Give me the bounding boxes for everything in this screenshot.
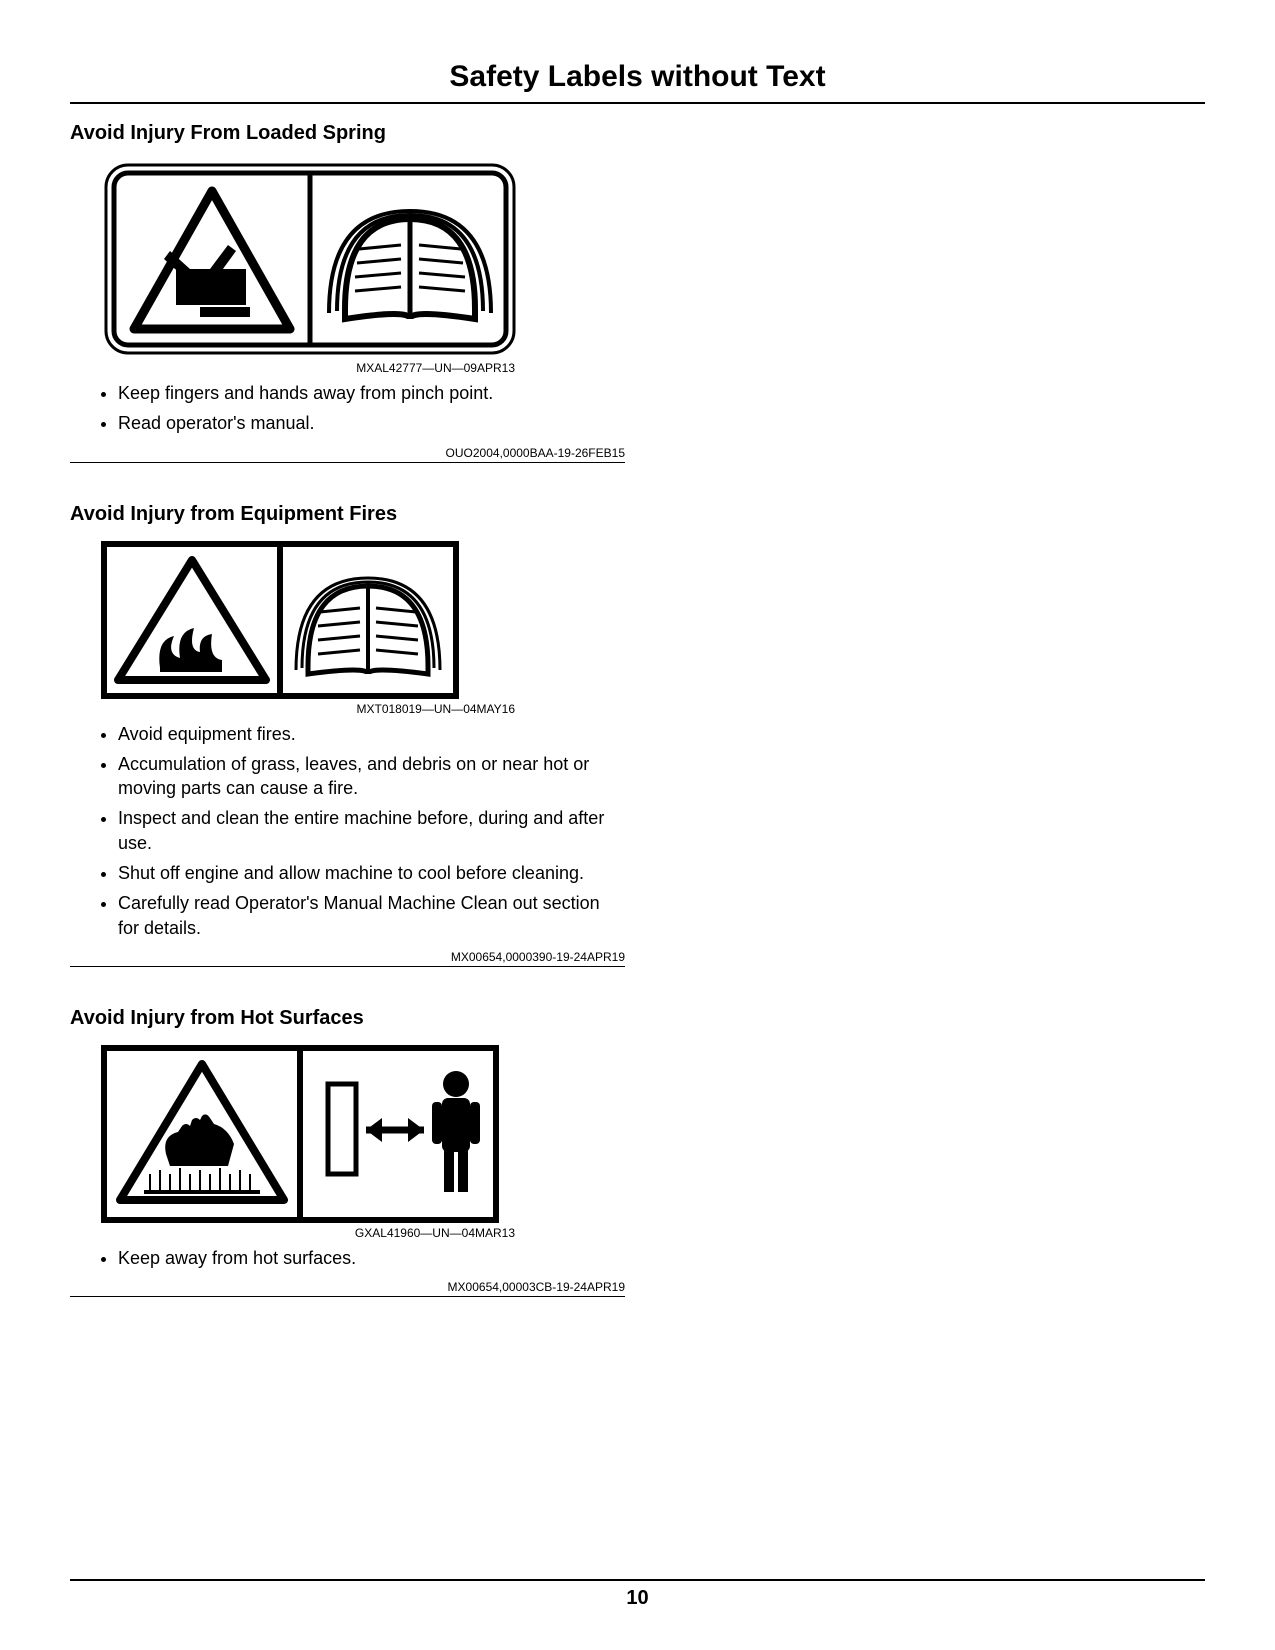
hot-surface-label-icon — [100, 1044, 500, 1224]
ref-code-fires: MX00654,0000390-19-24APR19 — [70, 950, 625, 964]
safety-label-fires — [100, 540, 625, 700]
section-rule — [70, 966, 625, 967]
section-heading-spring: Avoid Injury From Loaded Spring — [70, 122, 625, 145]
list-item: Read operator's manual. — [118, 411, 625, 435]
list-item: Avoid equipment fires. — [118, 722, 625, 746]
list-item: Keep fingers and hands away from pinch p… — [118, 381, 625, 405]
section-rule — [70, 1296, 625, 1297]
footer-rule — [70, 1579, 1205, 1581]
list-item: Inspect and clean the entire machine bef… — [118, 806, 625, 855]
list-item: Carefully read Operator's Manual Machine… — [118, 891, 625, 940]
bullet-list-hot: Keep away from hot surfaces. — [70, 1246, 625, 1270]
fire-hazard-label-icon — [100, 540, 460, 700]
ref-code-spring: OUO2004,0000BAA-19-26FEB15 — [70, 446, 625, 460]
section-heading-fires: Avoid Injury from Equipment Fires — [70, 503, 625, 526]
image-caption-hot: GXAL41960—UN—04MAR13 — [70, 1226, 625, 1240]
page-footer: 10 — [70, 1579, 1205, 1610]
section-heading-hot: Avoid Injury from Hot Surfaces — [70, 1007, 625, 1030]
list-item: Keep away from hot surfaces. — [118, 1246, 625, 1270]
bullet-list-fires: Avoid equipment fires. Accumulation of g… — [70, 722, 625, 940]
pinch-point-label-icon — [100, 159, 520, 359]
list-item: Shut off engine and allow machine to coo… — [118, 861, 625, 885]
page-title: Safety Labels without Text — [70, 60, 1205, 94]
image-caption-fires: MXT018019—UN—04MAY16 — [70, 702, 625, 716]
ref-code-hot: MX00654,00003CB-19-24APR19 — [70, 1280, 625, 1294]
page: Safety Labels without Text Avoid Injury … — [0, 0, 1275, 1650]
section-rule — [70, 462, 625, 463]
content-column: Avoid Injury From Loaded Spring — [70, 122, 625, 1297]
bullet-list-spring: Keep fingers and hands away from pinch p… — [70, 381, 625, 436]
safety-label-hot — [100, 1044, 625, 1224]
image-caption-spring: MXAL42777—UN—09APR13 — [70, 361, 625, 375]
title-rule — [70, 102, 1205, 104]
page-number: 10 — [70, 1587, 1205, 1610]
list-item: Accumulation of grass, leaves, and debri… — [118, 752, 625, 801]
safety-label-spring — [100, 159, 625, 359]
